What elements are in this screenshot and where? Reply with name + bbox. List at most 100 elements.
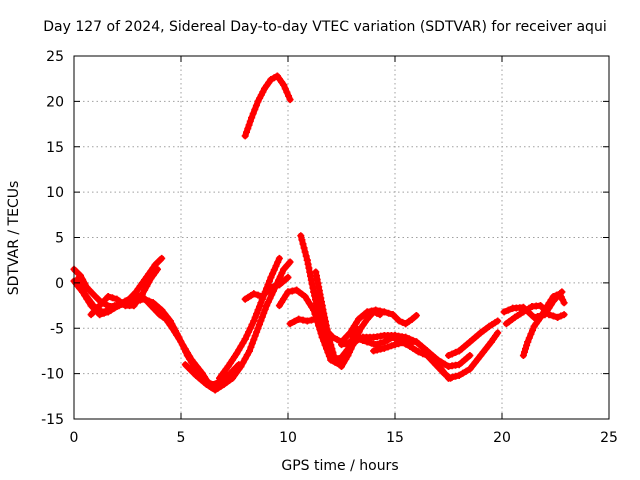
data-point-marker xyxy=(243,128,250,136)
data-point-marker xyxy=(320,337,328,345)
data-point-marker xyxy=(395,340,403,348)
data-point-marker xyxy=(256,321,263,328)
series-sat-c xyxy=(74,274,243,388)
data-point-marker xyxy=(243,332,251,339)
data-point-marker xyxy=(283,262,291,270)
data-point-marker xyxy=(275,254,283,262)
y-tick-label: -15 xyxy=(41,412,64,428)
data-point-marker xyxy=(180,344,188,352)
data-point-marker xyxy=(280,81,288,89)
data-point-marker xyxy=(266,277,273,285)
series-sat-n xyxy=(370,329,502,382)
data-point-marker xyxy=(295,315,303,323)
x-tick-label: 25 xyxy=(600,430,618,446)
data-point-marker xyxy=(241,335,249,343)
data-point-marker xyxy=(301,248,309,256)
data-point-marker xyxy=(237,362,245,370)
data-point-marker xyxy=(246,117,254,125)
data-point-marker xyxy=(261,305,269,313)
data-point-marker xyxy=(554,313,562,321)
data-point-marker xyxy=(250,336,258,344)
data-point-marker xyxy=(521,348,528,356)
data-point-marker xyxy=(557,312,565,320)
data-point-marker xyxy=(321,314,329,321)
data-point-marker xyxy=(530,313,538,321)
data-point-marker xyxy=(290,317,298,325)
data-point-marker xyxy=(494,317,502,325)
data-point-marker xyxy=(104,293,112,300)
data-point-marker xyxy=(529,326,536,334)
data-point-marker xyxy=(338,341,345,349)
data-point-marker xyxy=(284,273,292,281)
data-point-marker xyxy=(380,344,388,352)
data-point-marker xyxy=(305,264,313,272)
data-point-marker xyxy=(380,308,388,316)
data-point-marker xyxy=(257,317,265,325)
y-tick-label: 0 xyxy=(55,276,64,292)
data-point-marker xyxy=(298,236,306,244)
data-point-marker xyxy=(76,278,84,286)
x-tick-label: 5 xyxy=(177,430,186,446)
data-point-marker xyxy=(523,341,531,349)
data-point-marker xyxy=(91,293,99,300)
data-point-marker xyxy=(177,337,185,345)
data-point-marker xyxy=(372,306,380,314)
data-series xyxy=(70,72,568,394)
data-point-marker xyxy=(525,334,533,342)
data-point-marker xyxy=(415,348,422,356)
data-point-marker xyxy=(387,342,395,350)
data-point-marker xyxy=(345,339,353,347)
data-point-marker xyxy=(312,300,320,308)
data-point-marker xyxy=(243,351,251,359)
data-point-marker xyxy=(102,307,110,315)
data-point-marker xyxy=(303,317,311,325)
data-point-marker xyxy=(537,313,544,321)
data-point-marker xyxy=(329,333,337,341)
series-sat-g xyxy=(241,72,294,140)
data-point-marker xyxy=(239,359,247,366)
data-point-marker xyxy=(145,278,153,286)
data-point-marker xyxy=(249,110,257,118)
series-sat-f xyxy=(216,254,283,382)
data-point-marker xyxy=(524,338,532,346)
data-point-marker xyxy=(253,328,261,336)
y-tick-label: 25 xyxy=(46,49,64,65)
data-point-marker xyxy=(307,276,315,284)
data-point-marker xyxy=(235,346,243,354)
data-point-marker xyxy=(412,312,420,319)
data-point-marker xyxy=(311,292,319,300)
data-point-marker xyxy=(267,273,275,281)
data-point-marker xyxy=(545,311,553,319)
data-point-marker xyxy=(385,309,393,317)
data-point-marker xyxy=(303,256,311,264)
data-point-marker xyxy=(260,309,268,317)
y-tick-label: -5 xyxy=(50,321,64,337)
data-point-marker xyxy=(245,328,253,336)
data-point-marker xyxy=(466,352,474,359)
data-point-marker xyxy=(278,269,286,277)
data-point-marker xyxy=(271,282,279,290)
data-point-marker xyxy=(500,308,508,316)
y-axis-label: SDTVAR / TECUs xyxy=(6,181,22,296)
data-point-marker xyxy=(253,310,261,318)
data-point-marker xyxy=(391,341,399,349)
x-tick-label: 15 xyxy=(386,430,404,446)
data-point-marker xyxy=(310,306,318,314)
data-point-marker xyxy=(270,266,278,274)
data-point-marker xyxy=(377,345,385,353)
data-point-marker xyxy=(504,306,512,314)
data-point-marker xyxy=(380,338,388,346)
data-point-marker xyxy=(143,282,151,290)
series-sat-l xyxy=(286,306,420,346)
data-point-marker xyxy=(151,261,159,269)
data-point-marker xyxy=(368,307,375,315)
data-point-marker xyxy=(299,240,307,248)
data-point-marker xyxy=(251,332,259,340)
y-tick-label: -10 xyxy=(41,367,64,383)
data-point-marker xyxy=(309,284,317,292)
y-tick-label: 15 xyxy=(46,140,64,156)
data-point-marker xyxy=(308,316,315,324)
data-point-marker xyxy=(494,329,502,337)
series-sat-k xyxy=(312,268,384,370)
data-point-marker xyxy=(245,121,253,129)
